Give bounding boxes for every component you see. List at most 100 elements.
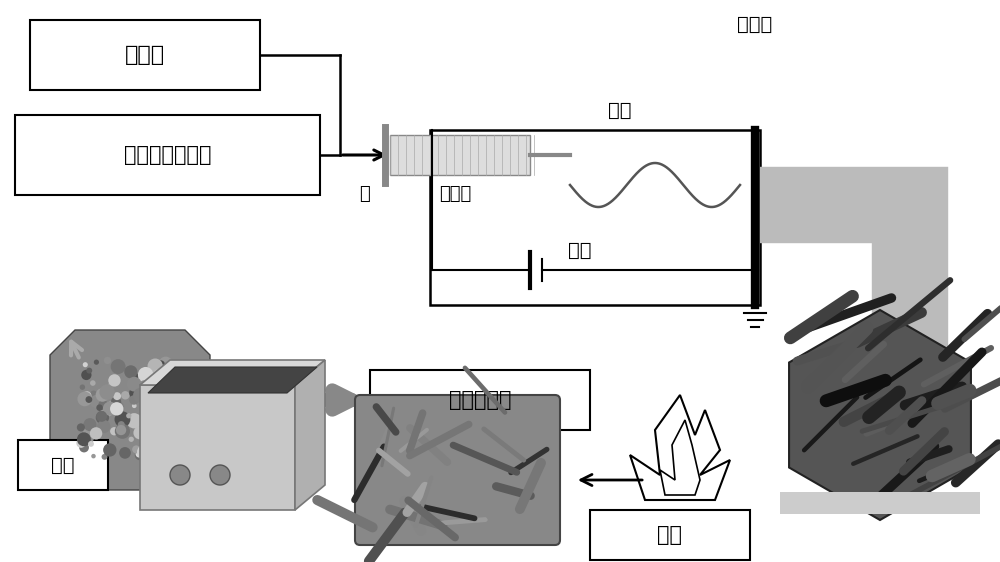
- Circle shape: [115, 411, 130, 427]
- FancyBboxPatch shape: [140, 385, 295, 510]
- Circle shape: [96, 388, 109, 402]
- Circle shape: [158, 370, 171, 384]
- Text: 发射器: 发射器: [439, 185, 471, 203]
- Text: 接收器: 接收器: [737, 15, 773, 34]
- Circle shape: [106, 401, 116, 411]
- Circle shape: [99, 403, 103, 407]
- Circle shape: [161, 420, 176, 435]
- Circle shape: [157, 426, 162, 431]
- Circle shape: [82, 391, 91, 400]
- Circle shape: [169, 361, 173, 365]
- Circle shape: [157, 360, 165, 369]
- Circle shape: [154, 426, 166, 438]
- Circle shape: [159, 420, 165, 427]
- Text: 纺丝: 纺丝: [608, 101, 632, 120]
- FancyBboxPatch shape: [780, 492, 980, 514]
- Circle shape: [104, 357, 111, 364]
- Circle shape: [110, 427, 118, 436]
- Circle shape: [96, 411, 109, 424]
- Circle shape: [83, 362, 88, 367]
- Circle shape: [111, 397, 121, 407]
- Circle shape: [124, 365, 137, 378]
- Circle shape: [168, 387, 179, 397]
- Circle shape: [159, 356, 172, 370]
- Circle shape: [168, 391, 178, 401]
- Circle shape: [90, 391, 97, 398]
- Circle shape: [158, 370, 166, 378]
- Circle shape: [145, 438, 152, 445]
- Circle shape: [166, 399, 182, 415]
- Circle shape: [115, 424, 130, 439]
- Circle shape: [127, 377, 142, 392]
- Circle shape: [133, 388, 148, 403]
- Circle shape: [170, 442, 177, 448]
- Circle shape: [96, 411, 107, 422]
- Circle shape: [126, 413, 142, 428]
- Circle shape: [121, 391, 130, 400]
- Circle shape: [155, 414, 169, 428]
- Circle shape: [108, 382, 113, 387]
- Circle shape: [172, 424, 179, 432]
- Circle shape: [167, 393, 178, 404]
- Circle shape: [170, 380, 185, 395]
- Circle shape: [103, 443, 116, 456]
- Circle shape: [158, 379, 168, 389]
- Circle shape: [90, 427, 102, 439]
- Circle shape: [210, 465, 230, 485]
- Circle shape: [94, 360, 99, 365]
- Circle shape: [129, 386, 142, 400]
- Text: 电压: 电压: [568, 241, 592, 260]
- Polygon shape: [50, 330, 210, 490]
- Circle shape: [153, 369, 164, 380]
- Circle shape: [100, 403, 114, 417]
- Circle shape: [136, 451, 142, 457]
- Circle shape: [165, 373, 177, 386]
- Circle shape: [113, 392, 121, 400]
- Circle shape: [162, 405, 168, 410]
- FancyBboxPatch shape: [370, 370, 590, 430]
- Circle shape: [171, 364, 185, 378]
- FancyBboxPatch shape: [355, 395, 560, 545]
- Circle shape: [142, 402, 152, 412]
- Circle shape: [83, 418, 96, 431]
- Circle shape: [77, 392, 92, 406]
- Circle shape: [174, 383, 179, 388]
- Circle shape: [159, 368, 167, 377]
- Circle shape: [98, 400, 108, 410]
- FancyBboxPatch shape: [870, 400, 950, 420]
- Text: 醛酸锌: 醛酸锌: [125, 45, 165, 65]
- Circle shape: [80, 384, 85, 390]
- Circle shape: [76, 438, 86, 448]
- Circle shape: [132, 386, 137, 391]
- Circle shape: [118, 421, 125, 428]
- Circle shape: [110, 402, 123, 415]
- Circle shape: [105, 408, 112, 415]
- Circle shape: [165, 448, 180, 464]
- Circle shape: [134, 383, 147, 395]
- Circle shape: [85, 396, 92, 403]
- Circle shape: [103, 402, 117, 415]
- Polygon shape: [140, 360, 325, 385]
- Circle shape: [77, 432, 91, 446]
- FancyBboxPatch shape: [30, 20, 260, 90]
- FancyBboxPatch shape: [18, 440, 108, 490]
- Circle shape: [133, 426, 147, 439]
- Circle shape: [167, 404, 172, 409]
- Circle shape: [170, 465, 190, 485]
- Circle shape: [99, 384, 115, 400]
- Circle shape: [90, 395, 103, 408]
- FancyBboxPatch shape: [390, 135, 530, 175]
- Circle shape: [86, 368, 92, 374]
- FancyBboxPatch shape: [590, 510, 750, 560]
- Circle shape: [167, 422, 171, 427]
- Circle shape: [110, 401, 124, 415]
- Circle shape: [148, 359, 163, 374]
- Text: 聚乙烯吵呦烷酮: 聚乙烯吵呦烷酮: [124, 145, 211, 165]
- Circle shape: [118, 424, 133, 439]
- Circle shape: [81, 370, 92, 380]
- Circle shape: [153, 388, 161, 395]
- Circle shape: [172, 456, 178, 463]
- Circle shape: [132, 376, 147, 391]
- FancyBboxPatch shape: [430, 130, 760, 305]
- Circle shape: [135, 450, 145, 460]
